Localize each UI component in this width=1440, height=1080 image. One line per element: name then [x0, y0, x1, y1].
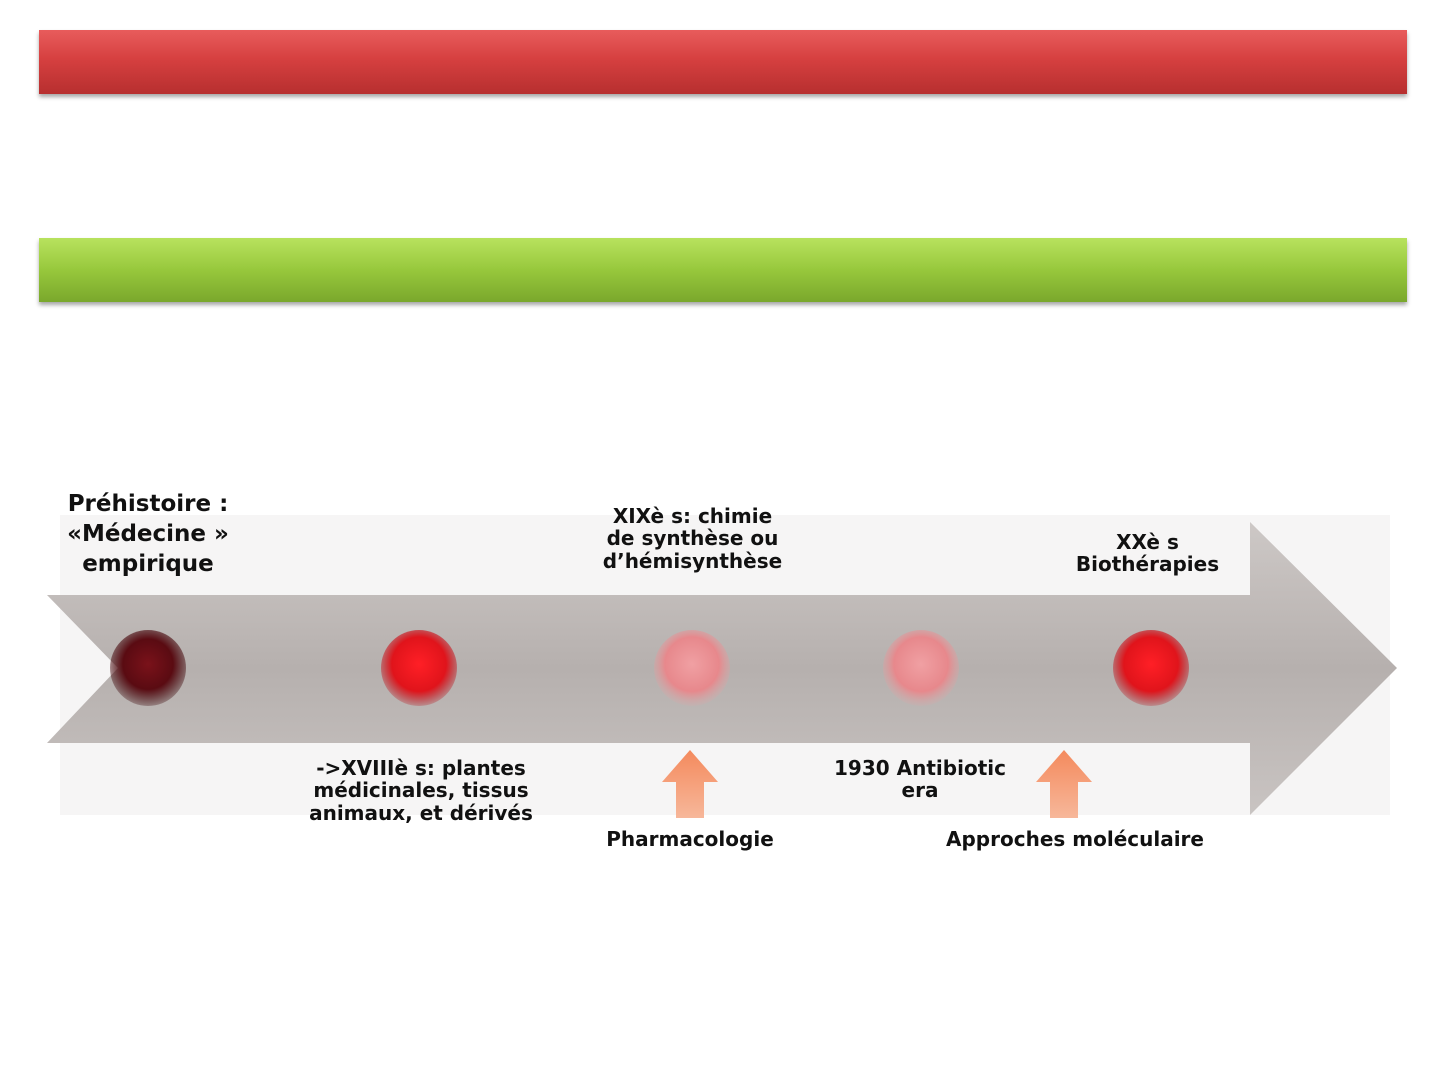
milestone-dot-xx: [1113, 630, 1189, 706]
milestone-label-xviii: ->XVIIIè s: plantes médicinales, tissus …: [309, 756, 533, 825]
milestone-dot-xix: [654, 630, 730, 706]
up-arrow-icon-pharmacologie: [662, 750, 718, 818]
marker-label-moleculaire: Approches moléculaire: [946, 827, 1204, 851]
up-arrow-icon-moleculaire: [1036, 750, 1092, 818]
red-banner: [39, 30, 1407, 94]
milestone-label-xix: XIXè s: chimie de synthèse ou d’hémisynt…: [602, 504, 783, 573]
marker-label-pharmacologie: Pharmacologie: [606, 827, 774, 851]
milestone-label-prehistory: Préhistoire : «Médecine » empirique: [67, 491, 229, 577]
milestone-label-1930: 1930 Antibiotic era: [834, 756, 1006, 803]
green-banner: [39, 238, 1407, 302]
milestone-label-xx: XXè s Biothérapies: [1075, 530, 1220, 577]
milestone-dot-prehistory: [110, 630, 186, 706]
milestone-dot-xviii: [381, 630, 457, 706]
milestone-dot-1930: [883, 630, 959, 706]
